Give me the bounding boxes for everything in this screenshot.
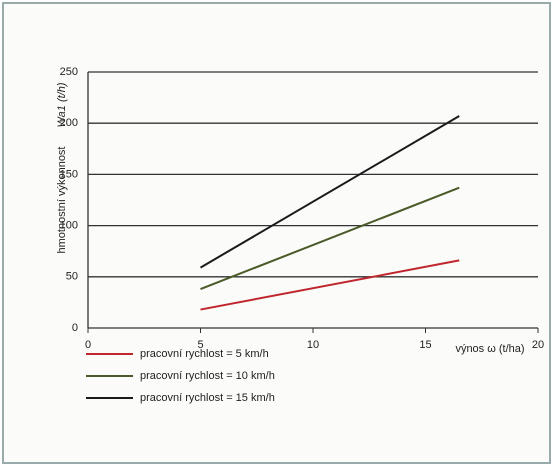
x-tick-label: 10 (307, 339, 319, 351)
y-tick-label: 250 (60, 66, 78, 78)
legend-label: pracovní rychlost = 10 km/h (140, 370, 275, 382)
y-tick-label: 50 (66, 271, 78, 283)
x-tick-label: 0 (85, 339, 91, 351)
legend-label: pracovní rychlost = 15 km/h (140, 392, 275, 404)
y-tick-label: 200 (60, 117, 78, 129)
legend-label: pracovní rychlost = 5 km/h (140, 348, 269, 360)
x-axis-label: výnos ω (t/ha) (455, 343, 524, 355)
x-tick-label: 20 (532, 339, 544, 351)
y-tick-label: 150 (60, 168, 78, 180)
y-tick-label: 100 (60, 220, 78, 232)
y-axis-label: hmotnostní výkonnost (56, 146, 68, 253)
x-tick-label: 15 (419, 339, 431, 351)
chart: hmotnostní výkonnost Wa1 (t/h) výnos ω (… (0, 0, 555, 467)
y-tick-label: 0 (72, 322, 78, 334)
